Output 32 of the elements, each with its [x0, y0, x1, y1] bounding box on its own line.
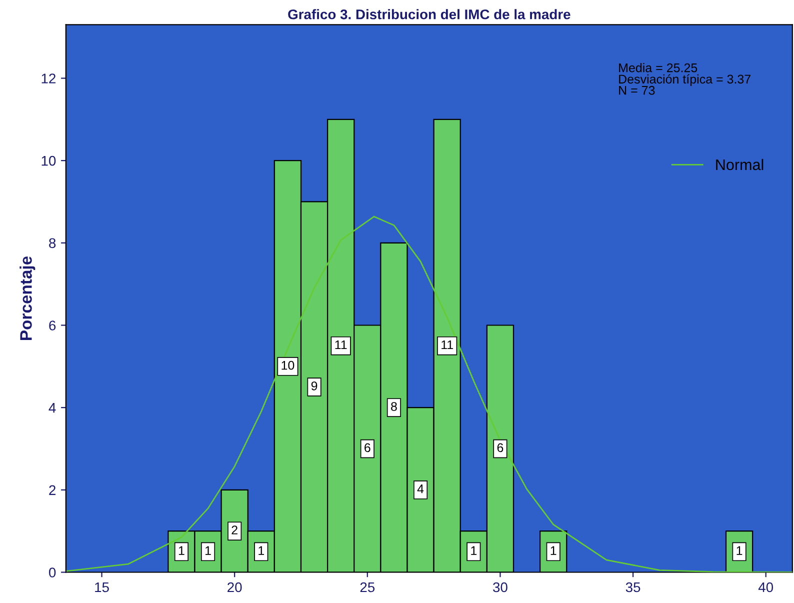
data-label: 9	[311, 382, 318, 390]
chart-title: Grafico 3. Distribucion del IMC de la madre	[288, 9, 570, 20]
legend-label: Normal	[716, 158, 764, 170]
data-label: 6	[497, 443, 504, 452]
x-tick-label: 40	[758, 582, 774, 592]
y-tick-label: 2	[49, 485, 56, 495]
y-axis-title: Porcentaje	[20, 256, 36, 340]
data-label: 1	[550, 546, 556, 555]
annotation: Media = 25.25 Desviación típica = 3.37 N = 73	[619, 63, 750, 95]
x-tick-label: 25	[360, 582, 375, 592]
x-tick-label: 35	[626, 582, 640, 592]
x-tick-label: 15	[95, 582, 109, 592]
y-tick-label: 8	[49, 238, 56, 248]
data-label: 1	[471, 546, 477, 555]
y-tick-label: 6	[49, 320, 56, 330]
data-label: 4	[417, 484, 424, 494]
y-tick-label: 4	[48, 403, 56, 413]
x-tick-label: 20	[228, 582, 242, 592]
data-label: 2	[232, 526, 238, 534]
data-label: 10	[282, 360, 294, 370]
data-label: 1	[205, 546, 211, 555]
data-label: 1	[736, 546, 742, 555]
y-tick-label: 0	[49, 568, 56, 578]
data-label: 8	[391, 402, 397, 411]
y-tick-label: 10	[42, 156, 56, 166]
y-tick-label: 12	[42, 74, 56, 84]
data-label: 1	[258, 546, 264, 555]
data-label: 11	[442, 340, 453, 350]
data-label: 1	[178, 546, 184, 555]
data-label: 11	[335, 340, 347, 350]
data-label: 6	[364, 443, 370, 452]
x-tick-label: 30	[493, 582, 508, 592]
